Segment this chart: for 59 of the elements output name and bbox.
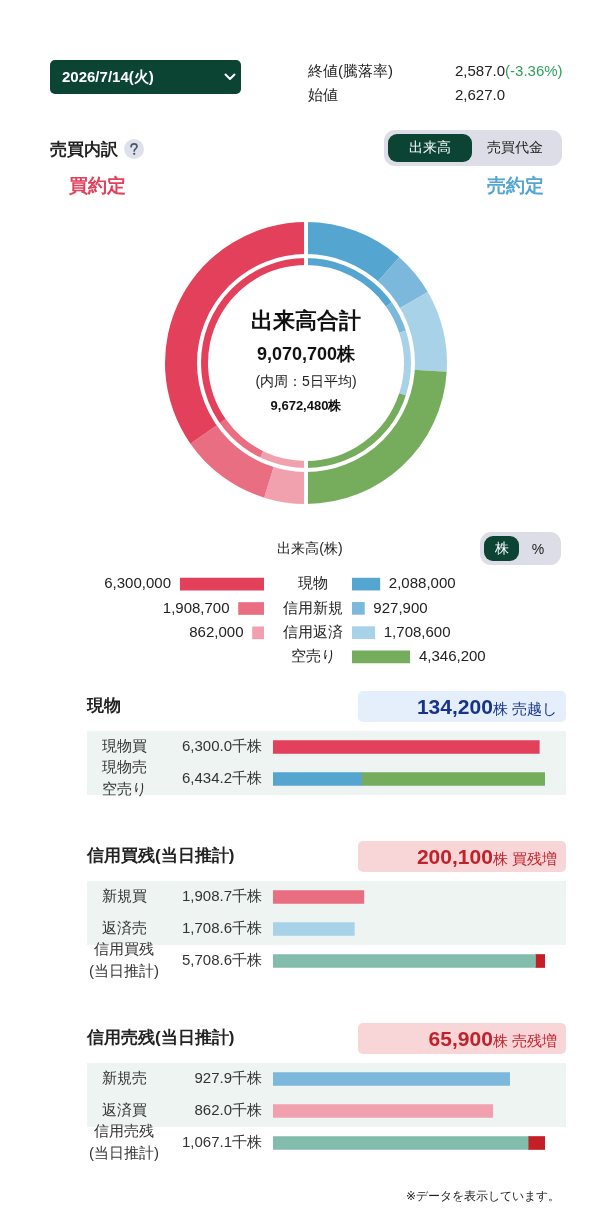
text: 65,900株 売残増 [428,1027,557,1050]
bar [352,602,365,615]
text: 6,300.0千株 [181,737,262,755]
y-tick-label: 新規売 [101,1069,147,1087]
y-tick-label: 現物買 [101,737,147,755]
data-label: 1,908,700 [162,598,230,616]
text: 200,100株 買残増 [416,845,557,868]
data-label: 862,000 [189,622,244,640]
text: 9,672,480株 [270,397,343,413]
chart-title: 売買内訳 [50,138,118,161]
y-tick-label: 返済買 [101,1101,147,1119]
y-tick-label: 返済売 [101,919,147,937]
text: 927.9千株 [194,1069,262,1087]
text: 始値 [308,86,338,103]
text: 1,067.1千株 [181,1133,262,1151]
bar [352,650,410,664]
toggle-switch: 株 % [480,532,561,565]
data-label: 6,300,000 [104,574,171,592]
bar [535,954,545,968]
y-tick-label: 現物 [298,574,328,592]
text: 売約定 [486,175,544,197]
date-dropdown: 2026/7/14(火) [50,60,241,94]
text: 買約定 [67,175,126,197]
bar [273,922,355,936]
text: 1,908.7千株 [181,887,262,905]
data-label: 2,088,000 [388,574,456,592]
y-tick-label: 信用買残(当日推計) [89,940,159,980]
chart-title: 出来高(株) [277,540,343,556]
text: 134,200株 売越し [416,695,557,718]
y-tick-label: 空売り [290,647,336,665]
y-tick-label: 信用返済 [283,622,343,640]
bar [273,1072,510,1086]
toggle-switch: 出来高 売買代金 [384,130,562,166]
bar [273,890,365,904]
y-tick-label: 信用新規 [283,598,343,616]
bar [273,954,536,968]
data-label: 927,900 [373,598,428,616]
text: 6,434.2千株 [181,769,262,787]
text: 出来高合計 [251,308,361,334]
text: 862.0千株 [194,1101,262,1119]
text: (内周：5日平均) [255,372,357,389]
y-tick-label: 信用売残(当日推計) [89,1122,159,1162]
bar [352,577,381,591]
text: 1,708.6千株 [181,919,262,937]
bar [352,626,376,639]
bar [273,1136,529,1150]
data-label: 1,708,600 [383,622,451,640]
text: (-3.36%) [505,62,563,79]
text: 5,708.6千株 [181,951,262,969]
data-label: 4,346,200 [418,647,486,665]
bar [527,1136,545,1150]
text: 9,070,700株 [256,343,357,364]
text: 終値(騰落率) [308,62,393,79]
text: ※データを表示しています。 [405,1189,560,1203]
text: 2,627.0 [455,86,506,103]
bar [273,1104,494,1118]
text: 2,587.0 [455,62,506,79]
y-tick-label: 現物売空売り [101,758,147,798]
y-tick-label: 新規買 [101,887,147,905]
